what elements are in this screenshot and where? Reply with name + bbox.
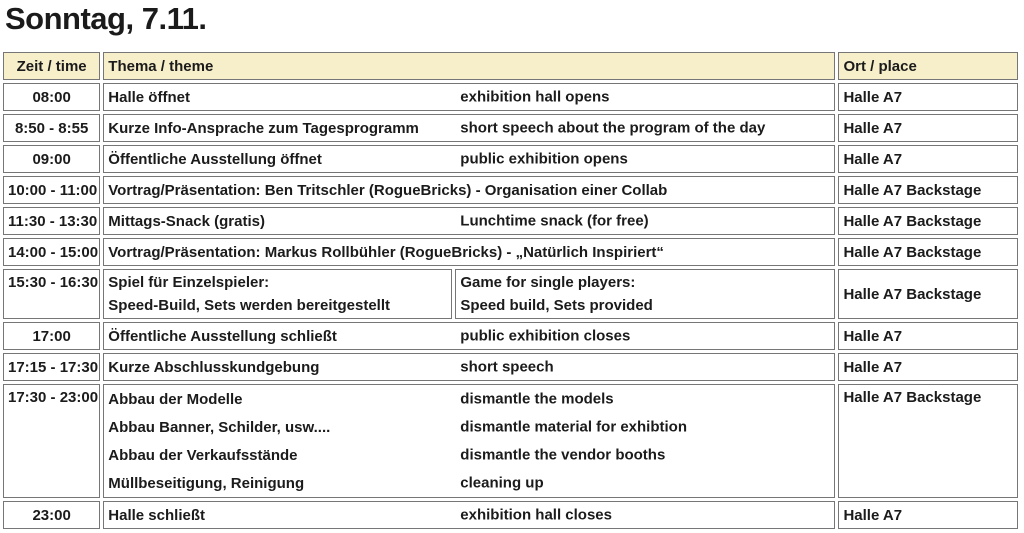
page-title: Sonntag, 7.11.: [5, 1, 207, 36]
theme-english: cleaning up: [460, 474, 544, 492]
place-cell: Halle A7: [838, 145, 1018, 173]
theme-full: Vortrag/Präsentation: Ben Tritschler (Ro…: [108, 181, 668, 199]
theme-english: exhibition hall opens: [460, 88, 610, 106]
theme-english: exhibition hall closes: [460, 506, 612, 524]
theme-english: short speech: [460, 358, 554, 376]
theme-german: Öffentliche Ausstellung schließt: [108, 327, 337, 345]
time-cell: 10:00 - 11:00: [3, 176, 101, 204]
theme-cell: Halle öffnet exhibition hall opens: [103, 83, 836, 111]
theme-german: Halle schließt: [108, 506, 205, 524]
theme-cell: Vortrag/Präsentation: Markus Rollbühler …: [103, 238, 836, 266]
table-row: 09:00 Öffentliche Ausstellung öffnet pub…: [3, 145, 1018, 173]
theme-english: public exhibition closes: [460, 327, 631, 345]
table-row: 14:00 - 15:00 Vortrag/Präsentation: Mark…: [3, 238, 1018, 266]
place-cell: Halle A7 Backstage: [838, 384, 1018, 498]
time-cell: 08:00: [3, 83, 101, 111]
place-cell: Halle A7 Backstage: [838, 207, 1018, 235]
place-cell: Halle A7: [838, 322, 1018, 350]
table-row: 17:30 - 23:00 Abbau der Modelle dismantl…: [3, 384, 1018, 498]
table-row: 10:00 - 11:00 Vortrag/Präsentation: Ben …: [3, 176, 1018, 204]
theme-german: Mittags-Snack (gratis): [108, 212, 265, 230]
theme-english: dismantle the vendor booths: [460, 446, 666, 464]
theme-german: Abbau der Modelle: [108, 390, 243, 408]
theme-english: public exhibition opens: [460, 150, 628, 168]
table-row: 17:15 - 17:30 Kurze Abschlusskundgebung …: [3, 353, 1018, 381]
theme-english-line: Game for single players:: [460, 274, 636, 291]
header-row: Zeit / time Thema / theme Ort / place: [3, 52, 1018, 80]
theme-english: short speech about the program of the da…: [460, 119, 766, 137]
time-cell: 8:50 - 8:55: [3, 114, 101, 142]
place-cell: Halle A7: [838, 353, 1018, 381]
time-cell: 14:00 - 15:00: [3, 238, 101, 266]
time-cell: 17:15 - 17:30: [3, 353, 101, 381]
time-cell: 17:30 - 23:00: [3, 384, 101, 498]
table-row: 8:50 - 8:55 Kurze Info-Ansprache zum Tag…: [3, 114, 1018, 142]
table-row: 17:00 Öffentliche Ausstellung schließt p…: [3, 322, 1018, 350]
header-place: Ort / place: [838, 52, 1018, 80]
theme-cell: Kurze Abschlusskundgebung short speech: [103, 353, 836, 381]
place-cell: Halle A7 Backstage: [838, 269, 1018, 319]
theme-english: dismantle the models: [460, 390, 614, 408]
theme-cell: Öffentliche Ausstellung schließt public …: [103, 322, 836, 350]
header-theme: Thema / theme: [103, 52, 836, 80]
theme-full: Vortrag/Präsentation: Markus Rollbühler …: [108, 243, 664, 261]
time-cell: 11:30 - 13:30: [3, 207, 101, 235]
theme-german: Öffentliche Ausstellung öffnet: [108, 150, 322, 168]
table-row: 23:00 Halle schließt exhibition hall clo…: [3, 501, 1018, 529]
theme-german: Müllbeseitigung, Reinigung: [108, 474, 305, 492]
theme-german: Halle öffnet: [108, 88, 190, 106]
table-row: 11:30 - 13:30 Mittags-Snack (gratis) Lun…: [3, 207, 1018, 235]
theme-german-cell: Spiel für Einzelspieler: Speed-Build, Se…: [103, 269, 453, 319]
table-row: 08:00 Halle öffnet exhibition hall opens…: [3, 83, 1018, 111]
time-cell: 23:00: [3, 501, 101, 529]
header-time: Zeit / time: [3, 52, 101, 80]
table-row: 15:30 - 16:30 Spiel für Einzelspieler: S…: [3, 269, 1018, 319]
theme-german-line: Speed-Build, Sets werden bereitgestellt: [108, 297, 391, 314]
theme-english: dismantle material for exhibtion: [460, 418, 687, 436]
theme-english-line: Speed build, Sets provided: [460, 297, 653, 314]
theme-cell: Abbau der Modelle dismantle the models A…: [103, 384, 836, 498]
theme-cell: Vortrag/Präsentation: Ben Tritschler (Ro…: [103, 176, 836, 204]
schedule-table: Zeit / time Thema / theme Ort / place 08…: [0, 49, 1021, 532]
theme-english-cell: Game for single players: Speed build, Se…: [455, 269, 836, 319]
time-cell: 15:30 - 16:30: [3, 269, 101, 319]
theme-cell: Halle schließt exhibition hall closes: [103, 501, 836, 529]
theme-cell: Öffentliche Ausstellung öffnet public ex…: [103, 145, 836, 173]
time-cell: 17:00: [3, 322, 101, 350]
theme-german: Kurze Abschlusskundgebung: [108, 358, 320, 376]
theme-english: Lunchtime snack (for free): [460, 212, 649, 230]
theme-german: Abbau der Verkaufsstände: [108, 446, 298, 464]
place-cell: Halle A7: [838, 501, 1018, 529]
place-cell: Halle A7: [838, 114, 1018, 142]
theme-german-line: Spiel für Einzelspieler:: [108, 274, 270, 291]
time-cell: 09:00: [3, 145, 101, 173]
theme-cell: Kurze Info-Ansprache zum Tagesprogramm s…: [103, 114, 836, 142]
place-cell: Halle A7: [838, 83, 1018, 111]
place-cell: Halle A7 Backstage: [838, 238, 1018, 266]
theme-german: Kurze Info-Ansprache zum Tagesprogramm: [108, 119, 419, 137]
theme-german: Abbau Banner, Schilder, usw....: [108, 418, 331, 436]
place-cell: Halle A7 Backstage: [838, 176, 1018, 204]
theme-cell: Mittags-Snack (gratis) Lunchtime snack (…: [103, 207, 836, 235]
